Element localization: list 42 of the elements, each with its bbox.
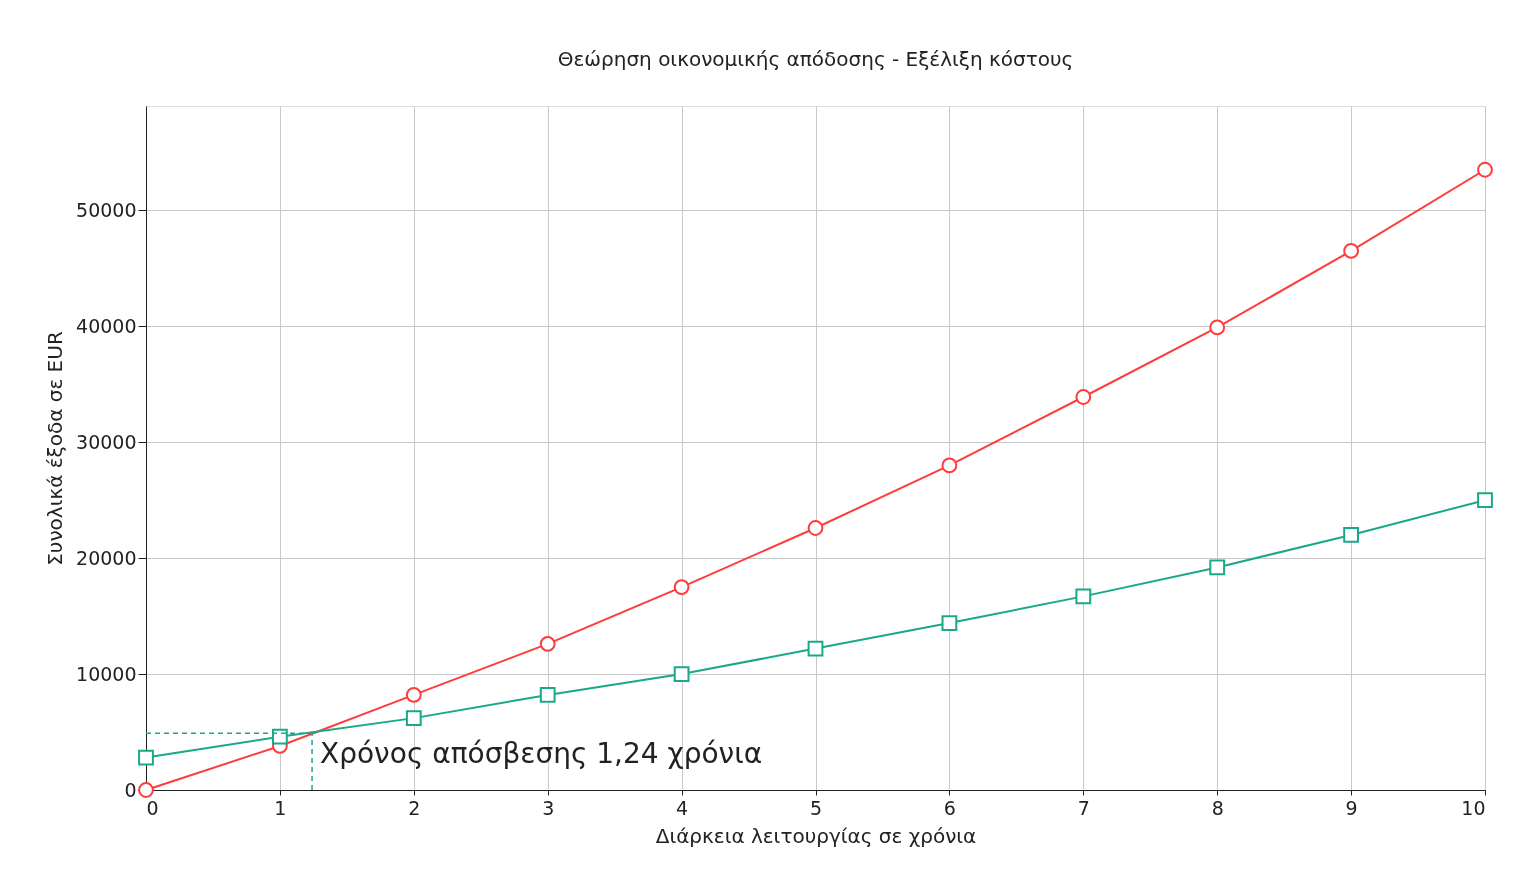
x-tick-label: 3 [542, 796, 555, 819]
x-tick-label: 9 [1345, 796, 1358, 819]
point [673, 579, 690, 595]
point [941, 615, 958, 631]
point [1343, 243, 1359, 259]
x-tick-label: 2 [408, 796, 421, 819]
point [1075, 588, 1092, 605]
chart-title: Θεώρηση οικονομικής απόδοσης - Εξέλιξη κόστους [557, 47, 1074, 71]
x-tick-label: 1 [274, 796, 287, 819]
point [941, 457, 958, 474]
y-tick-label: 20000 [76, 546, 137, 569]
x-tick-label: 7 [1077, 796, 1090, 819]
point [272, 728, 288, 745]
point [1209, 559, 1226, 576]
x-tick-label: 5 [809, 796, 823, 819]
x-tick-label: 4 [676, 796, 689, 819]
y-axis-title: Συνολικά έξοδα σε EUR [43, 331, 68, 566]
point [807, 520, 824, 536]
y-tick-label: 10000 [76, 662, 137, 685]
y-tick-label: 50000 [76, 198, 137, 221]
point [539, 687, 556, 703]
point [1477, 492, 1493, 509]
y-tick-label: 30000 [76, 430, 137, 453]
point [539, 636, 556, 652]
annotation: Χρόνος απόσβεσης 1,24 χρόνια [320, 737, 763, 771]
point [405, 687, 422, 703]
point [1209, 319, 1226, 336]
y-tick-label: 40000 [76, 314, 137, 337]
y-tick-label: 0 [124, 778, 137, 801]
x-tick-label: 6 [943, 796, 956, 819]
x-axis-title: Διάρκεια λειτουργίας σε χρόνια [655, 823, 977, 848]
x-tick-label: 8 [1211, 796, 1224, 819]
point [1343, 527, 1359, 543]
point [138, 749, 154, 766]
point [138, 782, 154, 798]
point [673, 666, 690, 682]
x-tick-label: 10 [1461, 796, 1486, 819]
point [807, 640, 824, 657]
point [1075, 389, 1092, 405]
point [1477, 161, 1493, 178]
point [405, 710, 422, 727]
x-tick-label: 0 [146, 796, 159, 819]
